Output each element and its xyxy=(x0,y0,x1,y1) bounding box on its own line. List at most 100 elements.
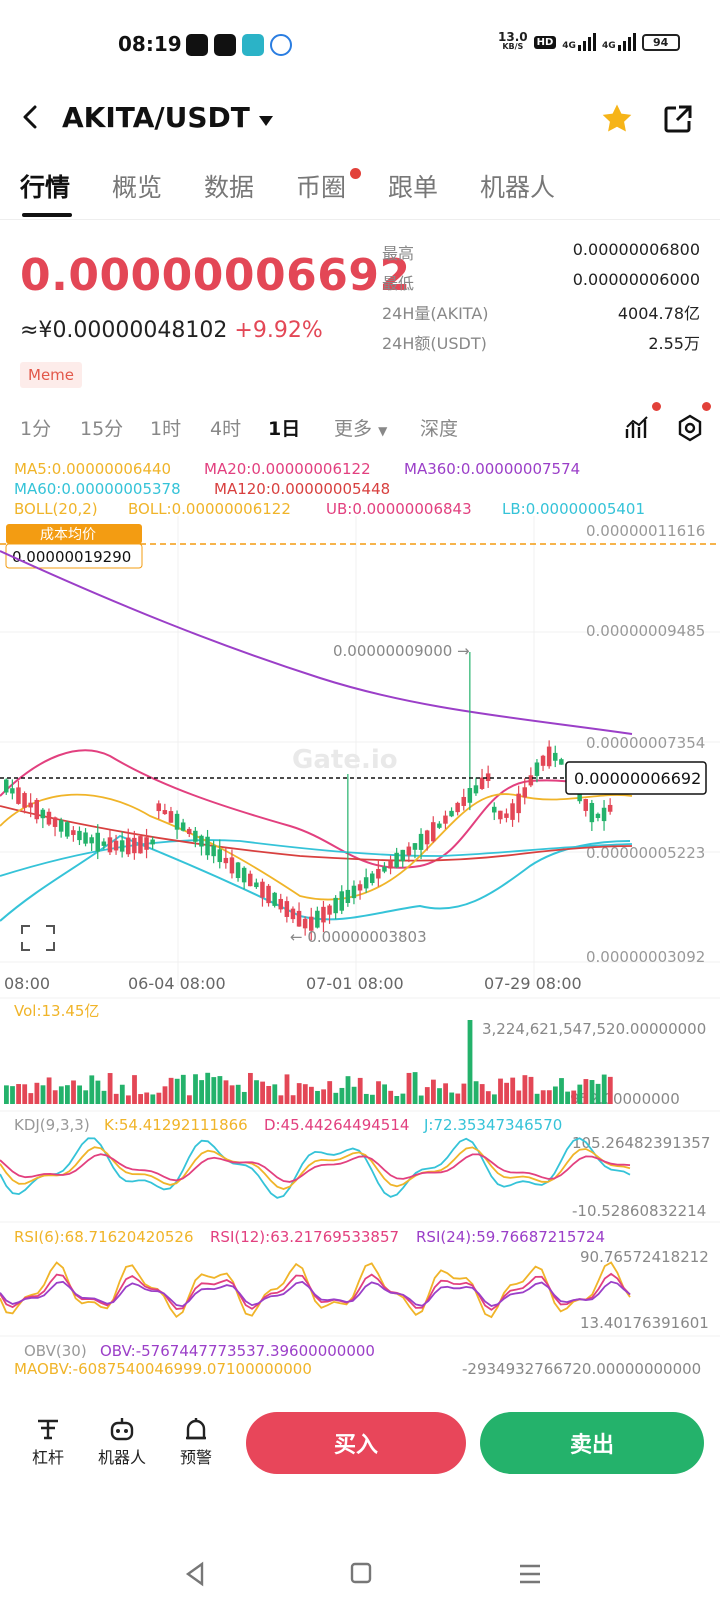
volume-bar xyxy=(83,1090,89,1104)
volume-bar xyxy=(528,1076,534,1104)
volume-bar xyxy=(65,1085,70,1104)
volume-bar xyxy=(168,1077,174,1104)
notification-icons xyxy=(186,34,292,56)
alert-button[interactable]: 预警 xyxy=(166,1414,226,1468)
kdj-j: J:72.35347346570 xyxy=(423,1116,562,1134)
volume-bar xyxy=(296,1083,302,1104)
volume-bars xyxy=(4,1020,613,1104)
leverage-button[interactable]: 杠杆 xyxy=(18,1414,78,1468)
nav-back-icon[interactable] xyxy=(185,1561,204,1587)
volume-bar xyxy=(28,1093,34,1104)
robot-icon xyxy=(92,1414,152,1444)
volume-bar xyxy=(272,1084,278,1104)
tab-copy-trading[interactable]: 跟单 xyxy=(388,173,439,202)
volume-bar xyxy=(138,1094,143,1104)
pair-title[interactable]: AKITA/USDT xyxy=(62,101,250,134)
volume-bar xyxy=(46,1077,52,1104)
volume-bar xyxy=(119,1084,125,1104)
volume-bar xyxy=(248,1072,253,1104)
tab-bots[interactable]: 机器人 xyxy=(480,173,556,202)
interval-1h[interactable]: 1时 xyxy=(150,418,182,440)
price-axis-label: 0.00000003092 xyxy=(586,948,705,966)
volume-bar xyxy=(266,1085,272,1104)
tab-community[interactable]: 币圈 xyxy=(296,173,347,202)
volume-bar xyxy=(492,1094,497,1104)
volume-bar xyxy=(193,1074,198,1104)
interval-4h[interactable]: 4时 xyxy=(210,418,242,440)
ub-legend: UB:0.00000006843 xyxy=(326,500,472,518)
volume-bar xyxy=(559,1078,564,1104)
volume-bar xyxy=(400,1093,406,1104)
price-axis-label: 0.00000011616 xyxy=(586,522,705,540)
volume-bar xyxy=(443,1083,448,1104)
high-annotation: 0.00000009000 → xyxy=(333,642,470,660)
volume-bar xyxy=(589,1080,595,1104)
settings-gear-icon[interactable] xyxy=(676,414,704,446)
status-bar: 08:19 13.0 KB/S HD 4G 4G 94 xyxy=(0,0,720,92)
tab-market[interactable]: 行情 xyxy=(20,173,71,202)
bot-button[interactable]: 机器人 xyxy=(92,1414,152,1468)
volume-bar xyxy=(333,1092,339,1104)
volume-bar xyxy=(473,1081,479,1104)
fullscreen-icon[interactable] xyxy=(21,925,55,951)
volume-bar xyxy=(107,1073,113,1104)
volume-bar xyxy=(382,1084,387,1104)
settings-dot xyxy=(702,402,711,411)
volume-bar xyxy=(174,1078,180,1104)
volume-bar xyxy=(10,1086,15,1104)
indicator-dot xyxy=(652,402,661,411)
interval-1m[interactable]: 1分 xyxy=(20,418,52,440)
sell-button[interactable]: 卖出 xyxy=(480,1412,704,1474)
share-icon[interactable] xyxy=(662,103,694,139)
rsi12-legend: RSI(12):63.21769533857 xyxy=(210,1228,399,1246)
price-axis-label: 0.00000009485 xyxy=(586,622,705,640)
volume-bar xyxy=(418,1095,424,1104)
kline-chart[interactable]: MA5:0.00000006440 MA20:0.00000006122 MA3… xyxy=(0,456,720,1386)
volume-bar xyxy=(388,1090,394,1104)
nav-home-icon[interactable] xyxy=(350,1562,372,1584)
volume-bar xyxy=(309,1086,314,1104)
ma60-legend: MA60:0.00000005378 xyxy=(14,480,181,498)
obv-value: OBV:-5767447773537.39600000000 xyxy=(100,1342,375,1360)
current-price-tag-bg xyxy=(565,761,707,795)
depth-tab[interactable]: 深度 xyxy=(420,418,459,440)
volume-bar xyxy=(101,1090,107,1104)
volume-bar xyxy=(370,1094,375,1104)
volume-bar xyxy=(412,1072,418,1104)
interval-more[interactable]: 更多 ▼ xyxy=(334,418,388,440)
volume-bar xyxy=(132,1075,137,1104)
volume-bar xyxy=(223,1080,229,1104)
tab-overview[interactable]: 概览 xyxy=(112,173,163,202)
volume-bar xyxy=(52,1090,58,1104)
rsi12-line xyxy=(0,1272,631,1311)
interval-15m[interactable]: 15分 xyxy=(80,418,124,440)
interval-selector: 1分 15分 1时 4时 1日 更多 ▼ 深度 xyxy=(0,402,720,454)
pair-dropdown-icon[interactable] xyxy=(258,112,274,131)
volume-bar xyxy=(363,1093,369,1104)
volume-bar xyxy=(40,1085,46,1104)
price-axis-label: 0.00000007354 xyxy=(586,734,705,752)
kdj-max: 105.26482391357 xyxy=(572,1134,710,1152)
kdj-legend: KDJ(9,3,3) xyxy=(14,1116,90,1134)
favorite-star-icon[interactable] xyxy=(600,102,634,140)
lb-legend: LB:0.00000005401 xyxy=(502,500,645,518)
tab-data[interactable]: 数据 xyxy=(204,173,255,202)
buy-button[interactable]: 买入 xyxy=(246,1412,466,1474)
volume-bar xyxy=(113,1093,119,1104)
nav-menu-icon[interactable] xyxy=(520,1564,540,1584)
interval-1d[interactable]: 1日 xyxy=(268,418,301,440)
ma360-line xyxy=(0,550,633,735)
meme-tag[interactable]: Meme xyxy=(20,362,83,388)
volume-bar xyxy=(187,1095,192,1104)
volume-bar xyxy=(601,1074,607,1104)
ma20-legend: MA20:0.00000006122 xyxy=(204,460,371,478)
volume-bar xyxy=(321,1089,326,1104)
indicator-icon[interactable] xyxy=(624,414,652,446)
back-button[interactable] xyxy=(18,104,44,130)
volume-bar xyxy=(449,1092,455,1104)
cost-label-bg xyxy=(6,524,142,544)
kline-chart-svg[interactable]: MA5:0.00000006440 MA20:0.00000006122 MA3… xyxy=(0,456,720,1386)
volume-bar xyxy=(437,1088,442,1104)
community-notification-dot xyxy=(350,168,361,179)
obv-max: -2934932766720.00000000000 xyxy=(462,1360,701,1378)
